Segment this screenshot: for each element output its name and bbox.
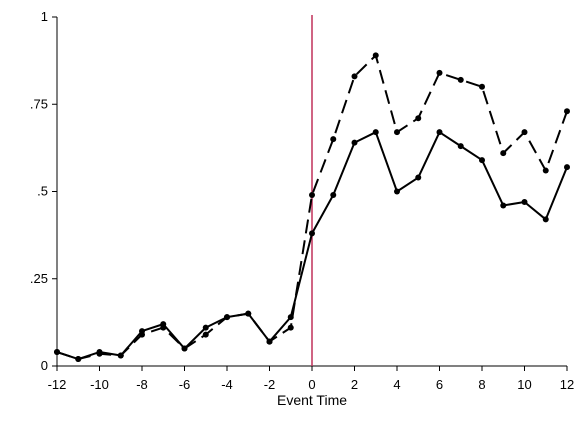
data-point-solid [415,174,422,181]
y-tick-label: .25 [30,271,48,286]
data-point-dashed [521,129,528,136]
data-point-dashed [139,331,145,338]
x-tick-label: -8 [136,377,148,392]
data-point-dashed [415,115,422,122]
x-axis-title: Event Time [277,392,347,408]
x-tick-label: -10 [90,377,109,392]
data-point-dashed [500,150,507,157]
data-point-dashed [330,136,337,143]
x-tick-label: -6 [179,377,191,392]
x-tick-label: 10 [517,377,531,392]
x-tick-label: 6 [436,377,443,392]
x-tick-label: 8 [478,377,485,392]
data-point-dashed [245,310,252,317]
series-layer [54,52,570,363]
data-point-dashed [542,167,549,174]
y-tick-label: 1 [41,9,48,24]
x-tick-label: -12 [48,377,67,392]
data-point-dashed [309,191,315,198]
x-tick-label: 4 [393,377,400,392]
data-point-dashed [564,108,570,115]
data-point-dashed [181,345,188,352]
data-point-solid [479,157,485,164]
y-tick-label: 0 [41,358,48,373]
data-point-solid [457,143,464,150]
data-point-dashed [54,349,60,356]
data-point-dashed [479,83,485,90]
data-point-dashed [96,350,103,357]
data-point-solid [309,230,315,237]
data-point-solid [202,324,209,331]
data-point-solid [330,191,337,198]
data-point-dashed [372,52,379,59]
data-point-solid [351,139,358,146]
data-point-solid [436,129,443,136]
data-point-dashed [394,129,400,136]
data-point-dashed [117,352,124,359]
data-point-dashed [202,331,209,338]
x-tick-label: 12 [560,377,574,392]
data-point-dashed [160,324,167,331]
x-tick-label: -4 [221,377,233,392]
data-point-dashed [75,356,82,363]
y-tick-label: .75 [30,96,48,111]
data-point-dashed [287,324,294,331]
data-point-dashed [436,69,443,76]
data-point-dashed [457,76,464,83]
data-point-solid [394,188,400,195]
x-tick-label: 2 [351,377,358,392]
data-point-dashed [351,73,358,80]
axes: 0 .25 .5 .75 1 -12 -10 -8 -6 -4 -2 0 2 4 6 8 10 12 [30,9,574,392]
y-tick-label: .5 [37,184,48,199]
x-tick-label: -2 [264,377,276,392]
data-point-dashed [266,338,273,345]
data-point-solid [564,164,570,171]
data-point-solid [372,129,379,136]
data-point-solid [521,198,528,205]
data-point-dashed [224,314,230,321]
x-tick-label: 0 [308,377,315,392]
data-point-solid [542,216,549,223]
data-point-solid [500,202,507,209]
